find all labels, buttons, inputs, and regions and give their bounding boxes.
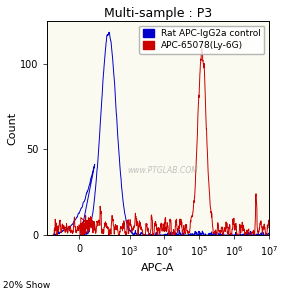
Title: Multi-sample : P3: Multi-sample : P3 (104, 7, 212, 20)
Y-axis label: Count: Count (7, 112, 17, 145)
Text: 20% Show: 20% Show (3, 281, 50, 290)
X-axis label: APC-A: APC-A (141, 263, 175, 273)
Legend: Rat APC-IgG2a control, APC-65078(Ly-6G): Rat APC-IgG2a control, APC-65078(Ly-6G) (139, 26, 264, 53)
Text: www.PTGLAB.COM: www.PTGLAB.COM (127, 166, 198, 175)
